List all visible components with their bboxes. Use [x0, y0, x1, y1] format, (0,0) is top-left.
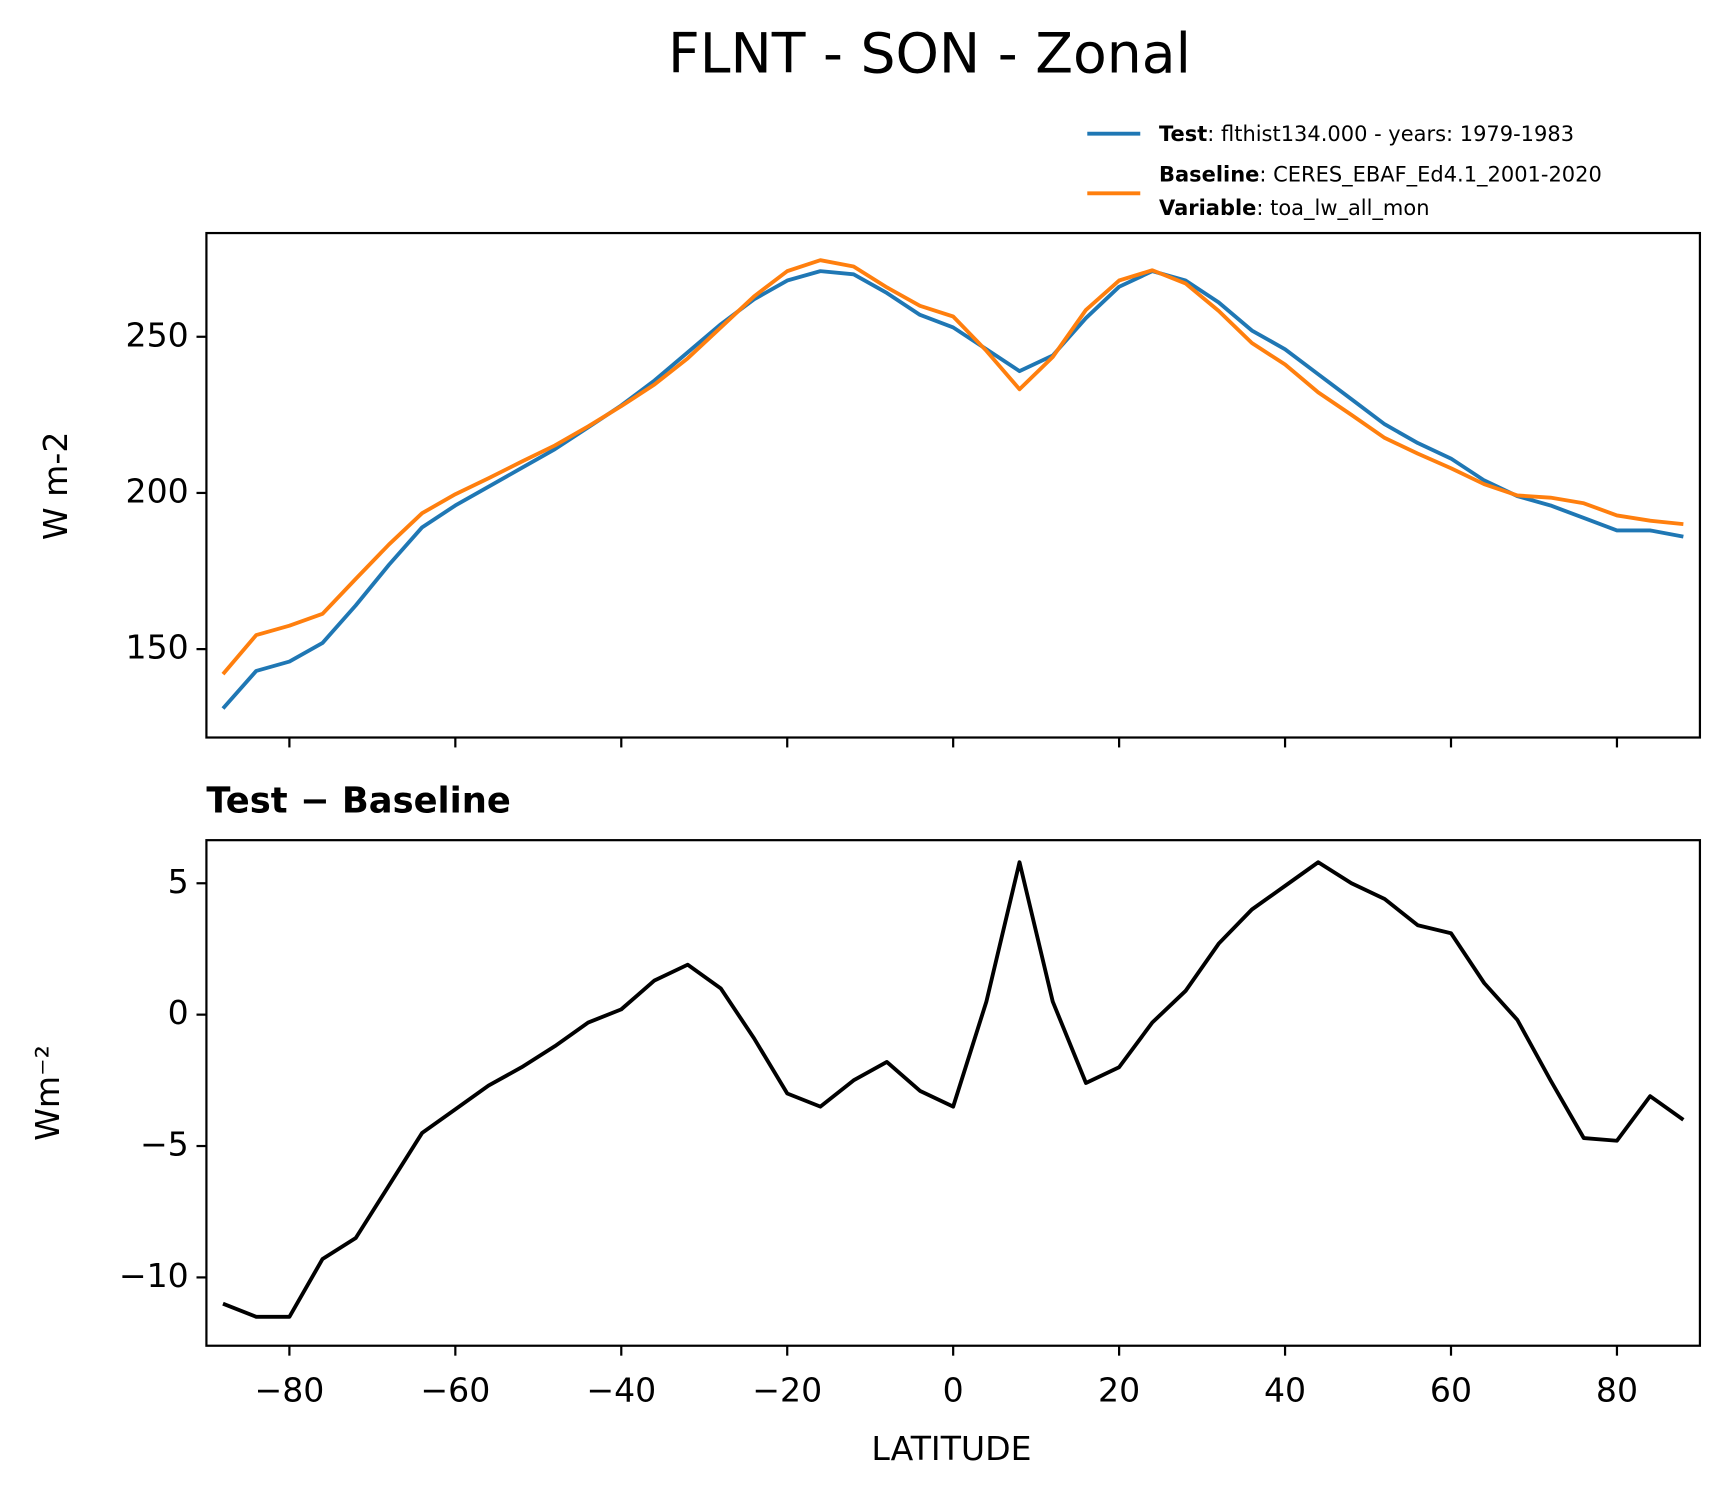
legend-entry: Test: flthist134.000 - years: 1979-1983 [1159, 122, 1574, 146]
x-tick-label: 0 [943, 1371, 964, 1410]
legend-label: Test [1159, 122, 1207, 146]
legend-label: Variable [1159, 196, 1256, 220]
x-tick-label: −60 [420, 1371, 490, 1410]
legend: Test: flthist134.000 - years: 1979-1983 … [1159, 122, 1602, 221]
legend-entry: Baseline: CERES_EBAF_Ed4.1_2001-2020 [1159, 163, 1602, 188]
panel-title: Test − Baseline [206, 781, 510, 822]
legend-text: : flthist134.000 - years: 1979-1983 [1207, 122, 1574, 146]
x-tick-label: 20 [1098, 1371, 1140, 1410]
y-tick-label: −10 [119, 1256, 189, 1295]
legend-entry: Variable: toa_lw_all_mon [1159, 196, 1429, 221]
figure-title: FLNT - SON - Zonal [668, 23, 1191, 87]
x-tick-label: −40 [586, 1371, 656, 1410]
y-axis-label: W m-2 [36, 432, 75, 541]
series-line [222, 860, 1685, 1319]
legend-label: Baseline [1159, 163, 1259, 187]
series-line [221, 258, 1684, 676]
axes-frame [205, 839, 1702, 1347]
legend-text: : CERES_EBAF_Ed4.1_2001-2020 [1259, 163, 1601, 188]
y-tick-label: 250 [126, 315, 189, 354]
series-line [221, 269, 1684, 710]
y-tick-label: 5 [168, 862, 189, 901]
y-tick-label: 150 [126, 628, 189, 667]
x-tick-label: 80 [1596, 1371, 1638, 1410]
x-axis-label: LATITUDE [871, 1429, 1031, 1468]
x-tick-label: −80 [254, 1371, 324, 1410]
legend-text: : toa_lw_all_mon [1256, 196, 1429, 221]
axes-frame [205, 231, 1702, 739]
y-tick-label: 0 [168, 993, 189, 1032]
x-tick-label: −20 [752, 1371, 822, 1410]
y-tick-label: −5 [140, 1125, 189, 1164]
y-axis-label: Wm⁻² [28, 1045, 67, 1141]
y-tick-label: 200 [126, 471, 189, 510]
x-tick-label: 40 [1264, 1371, 1306, 1410]
x-tick-label: 60 [1430, 1371, 1472, 1410]
